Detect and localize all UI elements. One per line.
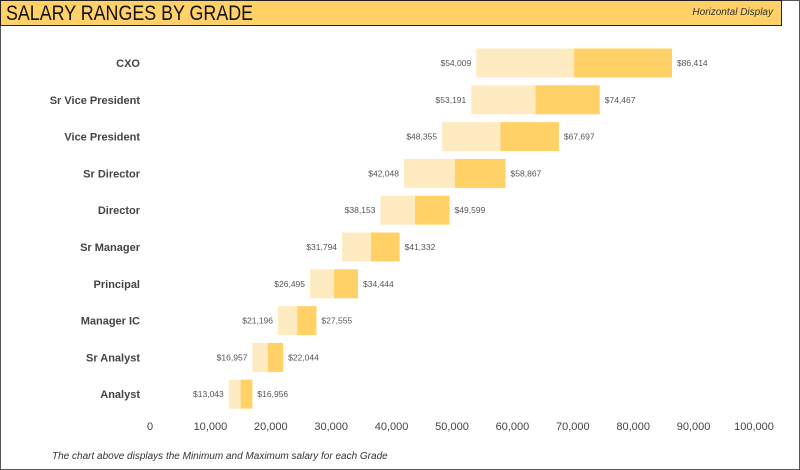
min-value-label: $42,048: [368, 168, 399, 178]
category-label: Principal: [94, 279, 140, 291]
x-tick-label: 40,000: [375, 421, 409, 433]
category-label: Sr Director: [83, 168, 141, 180]
page-subtitle: Horizontal Display: [692, 7, 773, 18]
min-value-label: $16,957: [217, 352, 248, 362]
x-tick-label: 100,000: [734, 421, 774, 433]
bar-min-segment: [403, 158, 455, 188]
bar-max-segment: [415, 195, 450, 225]
header-bar: SALARY RANGES BY GRADE Horizontal Displa…: [0, 0, 782, 26]
max-value-label: $22,044: [288, 352, 319, 362]
min-value-label: $53,191: [436, 95, 467, 105]
x-tick-label: 20,000: [254, 421, 288, 433]
max-value-label: $27,555: [321, 316, 352, 326]
bar-min-segment: [278, 306, 298, 336]
bar-min-segment: [471, 85, 536, 115]
category-label: Sr Analyst: [86, 352, 140, 364]
max-value-label: $16,956: [257, 389, 288, 399]
min-value-label: $38,153: [345, 205, 376, 215]
bar-max-segment: [370, 232, 400, 262]
bar-min-segment: [310, 269, 335, 299]
footnote: The chart above displays the Minimum and…: [52, 451, 388, 462]
bar-max-segment: [454, 158, 506, 188]
bar-max-segment: [535, 85, 600, 115]
max-value-label: $58,867: [511, 168, 542, 178]
bar-max-segment: [334, 269, 359, 299]
bar-max-segment: [297, 306, 317, 336]
min-value-label: $31,794: [306, 242, 337, 252]
category-label: Sr Vice President: [50, 95, 141, 107]
category-label: Vice President: [64, 132, 140, 144]
x-tick-label: 60,000: [496, 421, 530, 433]
min-value-label: $54,009: [440, 58, 471, 68]
x-tick-label: 0: [147, 421, 153, 433]
bar-min-segment: [442, 122, 501, 152]
category-label: CXO: [116, 58, 140, 70]
x-tick-label: 70,000: [556, 421, 590, 433]
min-value-label: $13,043: [193, 389, 224, 399]
category-label: Manager IC: [81, 316, 140, 328]
bar-min-segment: [380, 195, 416, 225]
category-label: Analyst: [100, 389, 140, 401]
max-value-label: $74,467: [605, 95, 636, 105]
min-value-label: $26,495: [274, 279, 305, 289]
max-value-label: $67,697: [564, 132, 595, 142]
x-tick-label: 10,000: [194, 421, 228, 433]
x-tick-label: 90,000: [677, 421, 711, 433]
min-value-label: $48,355: [406, 132, 437, 142]
max-value-label: $34,444: [363, 279, 394, 289]
bar-max-segment: [267, 342, 284, 372]
max-value-label: $49,599: [455, 205, 486, 215]
bar-max-segment: [240, 379, 253, 409]
bar-min-segment: [476, 48, 575, 78]
max-value-label: $86,414: [677, 58, 708, 68]
category-label: Sr Manager: [80, 242, 141, 254]
x-tick-label: 80,000: [616, 421, 650, 433]
max-value-label: $41,332: [405, 242, 436, 252]
x-tick-label: 50,000: [435, 421, 469, 433]
x-tick-label: 30,000: [314, 421, 348, 433]
bar-min-segment: [228, 379, 241, 409]
min-value-label: $21,196: [242, 316, 273, 326]
bar-max-segment: [574, 48, 672, 78]
page-title: SALARY RANGES BY GRADE: [6, 2, 254, 25]
category-label: Director: [98, 205, 141, 217]
bar-max-segment: [500, 122, 559, 152]
bar-min-segment: [342, 232, 371, 262]
bar-min-segment: [252, 342, 268, 372]
